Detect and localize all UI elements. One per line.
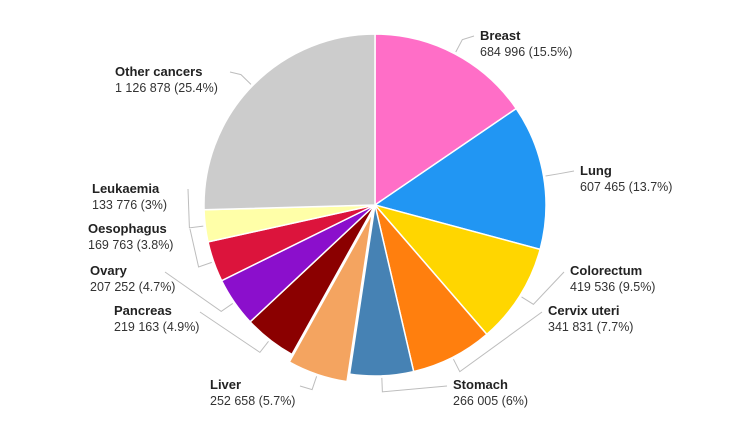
slice-label-liver: Liver — [210, 377, 241, 392]
leader-lines — [164, 35, 575, 393]
slice-value-cervix-uteri: 341 831 (7.7%) — [548, 320, 633, 334]
slice-value-oesophagus: 169 763 (3.8%) — [88, 238, 173, 252]
pie-slice-other-cancers — [203, 33, 376, 211]
leader-line-lung — [545, 170, 575, 177]
slice-value-ovary: 207 252 (4.7%) — [90, 280, 175, 294]
slice-value-liver: 252 658 (5.7%) — [210, 394, 295, 408]
leader-line-ovary — [164, 271, 234, 313]
leader-line-other-cancers — [229, 71, 252, 85]
pie-slice-lung — [373, 107, 547, 251]
leader-line-liver — [299, 376, 318, 391]
slice-value-stomach: 266 005 (6%) — [453, 394, 528, 408]
slice-label-leukaemia: Leukaemia — [92, 181, 160, 196]
slice-label-cervix-uteri: Cervix uteri — [548, 303, 620, 318]
pie-slices — [203, 33, 547, 383]
slice-value-breast: 684 996 (15.5%) — [480, 45, 572, 59]
slice-value-lung: 607 465 (13.7%) — [580, 180, 672, 194]
leader-line-stomach — [381, 377, 448, 393]
slice-label-lung: Lung — [580, 163, 612, 178]
pie-slice-colorectum — [372, 203, 542, 336]
slice-value-colorectum: 419 536 (9.5%) — [570, 280, 655, 294]
pie-slice-liver — [288, 212, 374, 383]
pie-slice-breast — [374, 33, 518, 207]
pie-slice-stomach — [348, 204, 415, 377]
leader-line-pancreas — [199, 311, 269, 354]
slice-label-pancreas: Pancreas — [114, 303, 172, 318]
slice-value-pancreas: 219 163 (4.9%) — [114, 320, 199, 334]
slice-labels: Breast 684 996 (15.5%) Lung 607 465 (13.7%)… — [88, 28, 672, 408]
slice-label-oesophagus: Oesophagus — [88, 221, 167, 236]
leader-line-cervix-uteri — [452, 311, 543, 373]
slice-value-other-cancers: 1 126 878 (25.4%) — [115, 81, 218, 95]
slice-value-leukaemia: 133 776 (3%) — [92, 198, 167, 212]
leader-line-oesophagus — [189, 228, 212, 268]
leader-line-leukaemia — [187, 188, 204, 229]
leader-line-colorectum — [521, 271, 565, 306]
slice-label-other-cancers: Other cancers — [115, 64, 202, 79]
slice-label-colorectum: Colorectum — [570, 263, 642, 278]
leader-line-breast — [455, 35, 475, 53]
slice-label-stomach: Stomach — [453, 377, 508, 392]
slice-label-ovary: Ovary — [90, 263, 128, 278]
slice-label-breast: Breast — [480, 28, 521, 43]
